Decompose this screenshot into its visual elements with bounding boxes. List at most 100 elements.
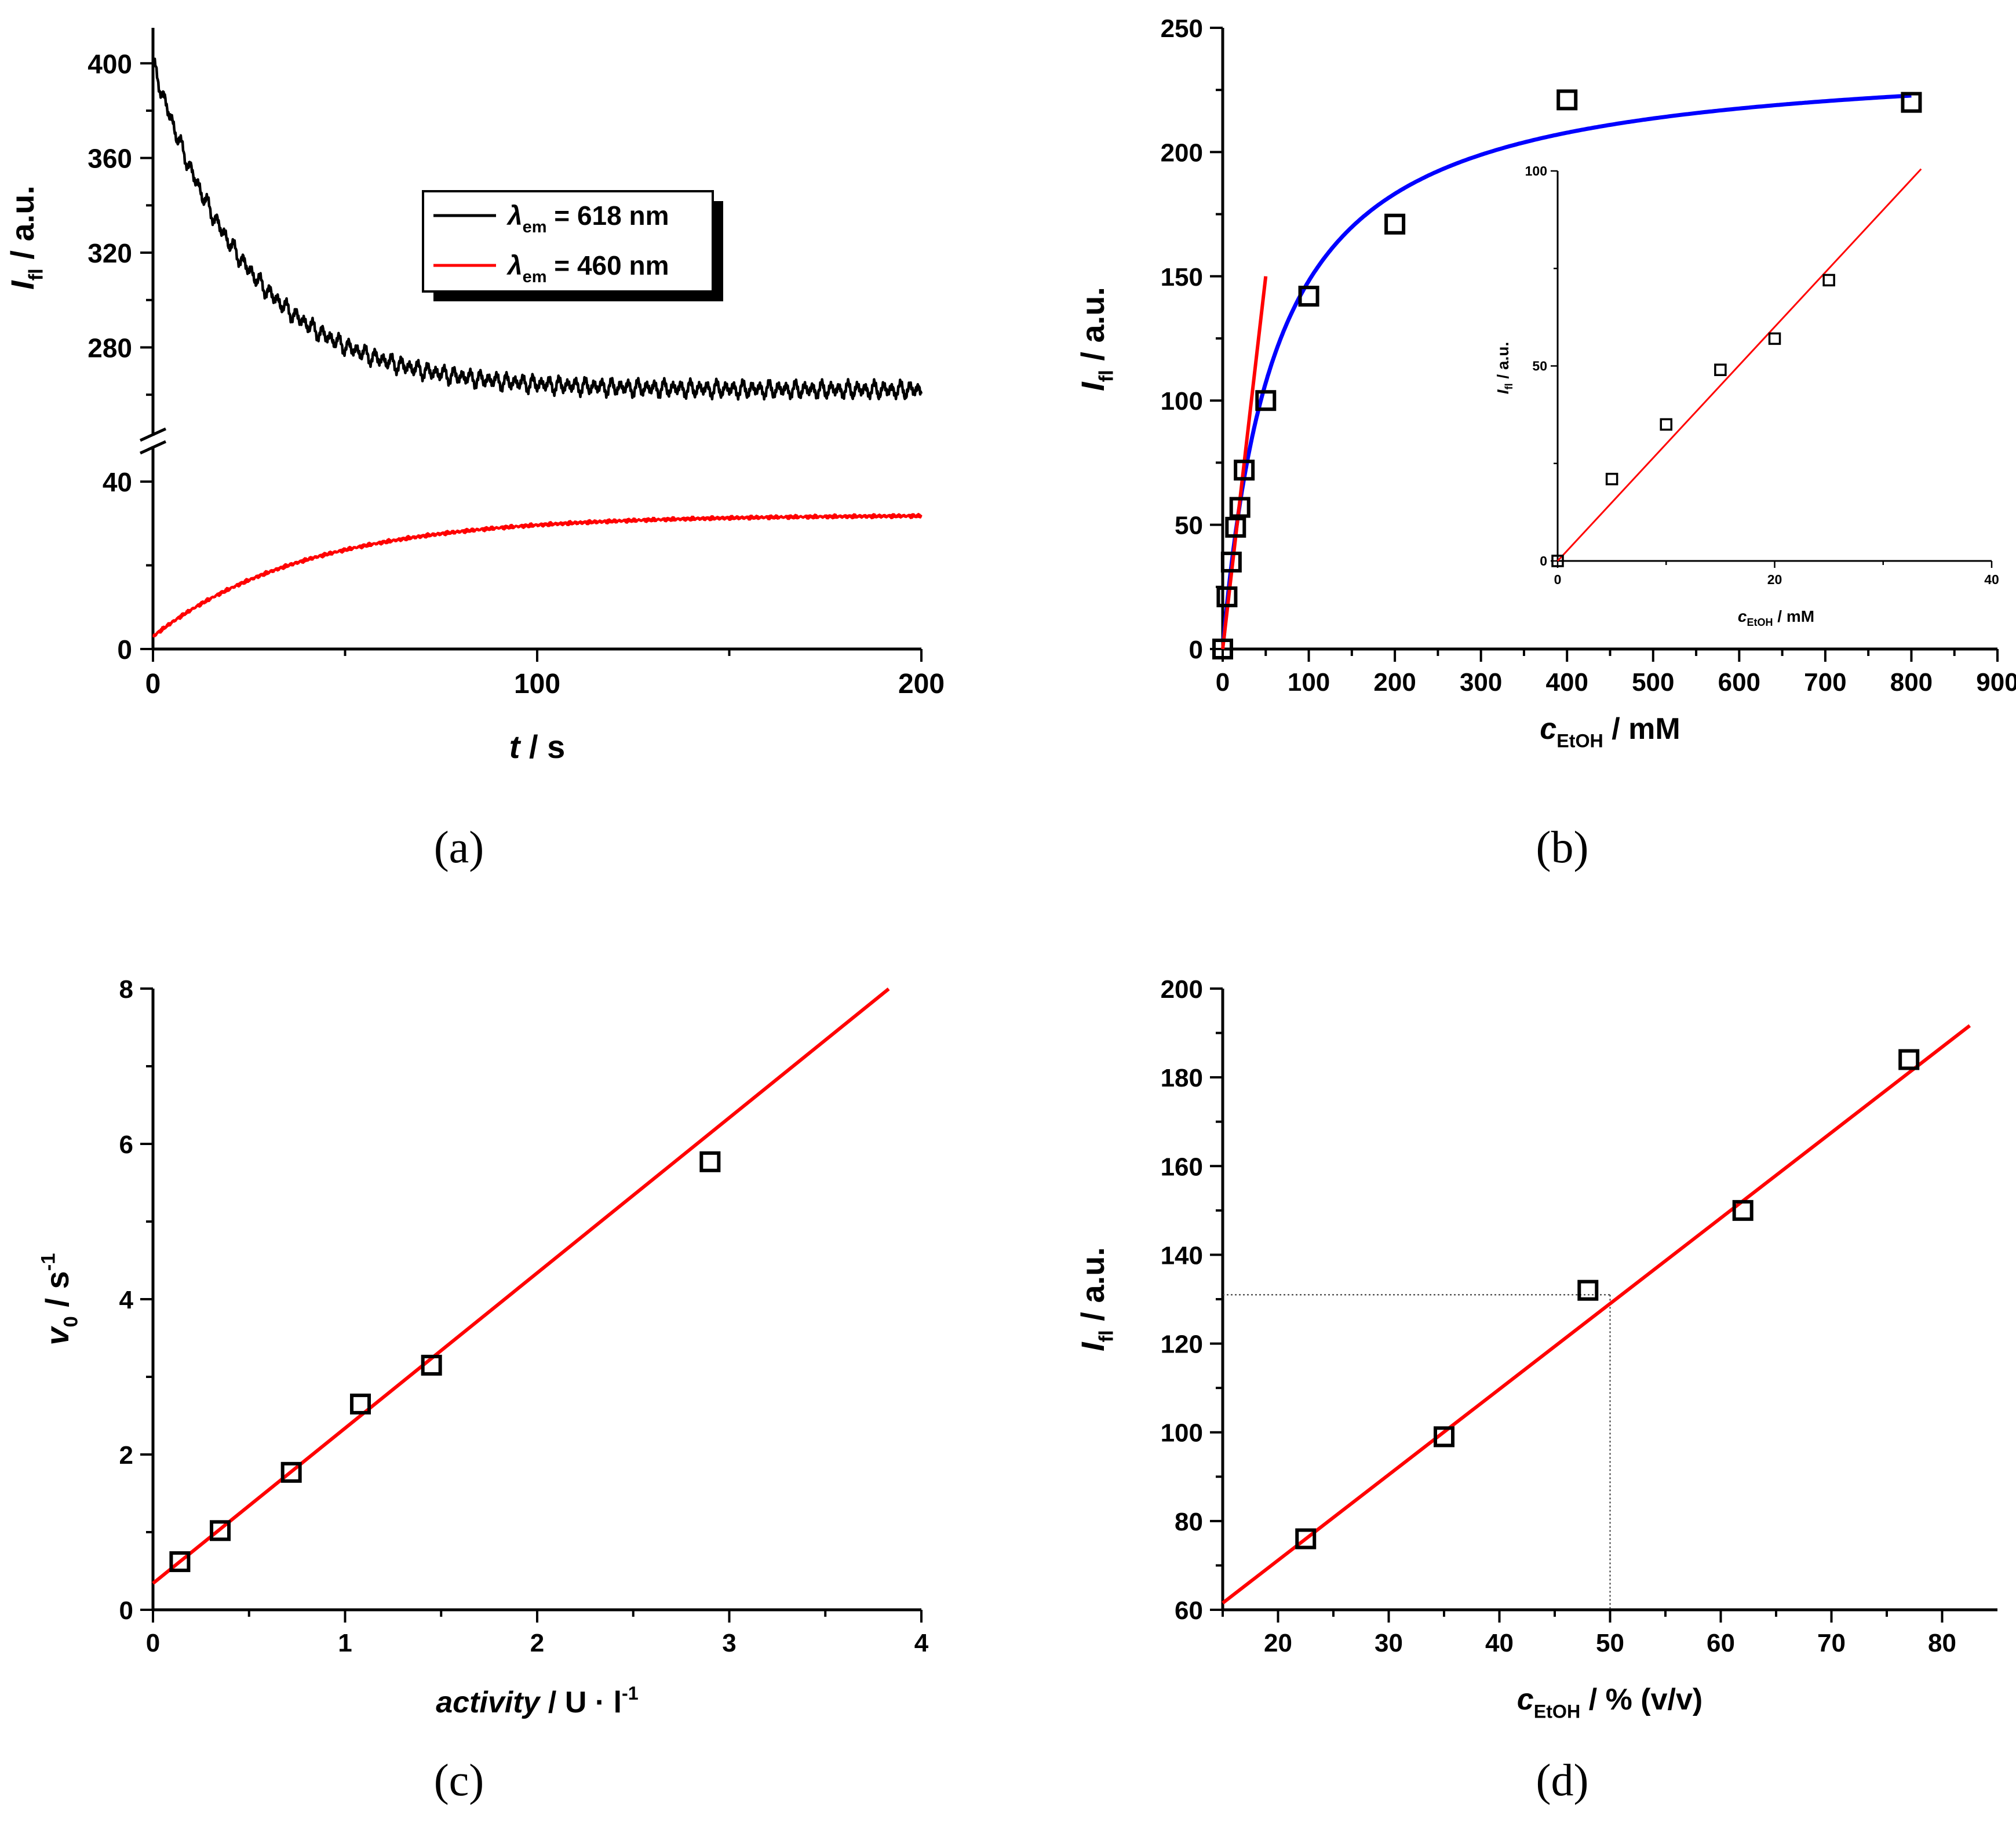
data-point <box>699 1151 721 1172</box>
inset-data-point <box>1551 555 1564 567</box>
x-tick-label: 500 <box>1632 668 1674 697</box>
x-tick-label: 0 <box>1216 668 1230 697</box>
inset-chart: 0 50 100 0 20 40 cEtOH / mM Ifl / a.u. <box>1494 163 1999 628</box>
data-points <box>169 1151 721 1572</box>
inset-data-point <box>1714 363 1727 376</box>
x-axis-title: t / s <box>509 728 565 765</box>
x-tick-label: 300 <box>1460 668 1502 697</box>
x-tick-label: 1 <box>338 1629 352 1657</box>
y-tick-label: 2 <box>119 1441 133 1470</box>
y-axis-title: Ifl / a.u. <box>1074 1247 1118 1351</box>
x-tick-label: 50 <box>1596 1629 1624 1657</box>
y-tick-label: 0 <box>117 635 132 665</box>
x-tick-label: 200 <box>898 669 945 699</box>
data-point <box>1216 586 1238 607</box>
data-point <box>421 1354 442 1376</box>
data-point <box>1898 1049 1920 1070</box>
y-tick-label: 160 <box>1161 1153 1203 1181</box>
inset-y-tick-label: 50 <box>1532 359 1547 374</box>
x-axis-title: activity / U · l-1 <box>436 1683 639 1719</box>
data-points <box>1212 89 1922 659</box>
x-tick-label: 0 <box>146 1629 160 1657</box>
linear-fit-line <box>152 987 890 1585</box>
data-point <box>1556 89 1578 111</box>
legend-label: λem = 460 nm <box>506 250 669 286</box>
y-tick-label: 250 <box>1161 14 1203 43</box>
inset-x-tick-label: 40 <box>1984 572 1999 587</box>
y-axis-title: Ifl / a.u. <box>4 185 48 290</box>
x-tick-label: 400 <box>1546 668 1588 697</box>
inset-y-axis-title: Ifl / a.u. <box>1494 342 1515 394</box>
series-line-460nm <box>152 513 923 637</box>
x-tick-label: 900 <box>1976 668 2016 697</box>
y-axis-title: v0 / s-1 <box>37 1253 82 1345</box>
y-tick-label: 150 <box>1161 263 1203 291</box>
x-tick-label: 80 <box>1928 1629 1956 1657</box>
inset-data-point <box>1660 418 1672 431</box>
data-point <box>350 1393 371 1415</box>
data-point <box>210 1520 231 1541</box>
y-tick-label: 4 <box>119 1286 134 1314</box>
data-point <box>1212 639 1233 659</box>
data-point <box>1577 1279 1599 1301</box>
x-axis-title: cEtOH / % (v/v) <box>1517 1683 1703 1722</box>
data-point <box>1255 390 1277 411</box>
y-tick-label: 320 <box>88 238 132 268</box>
linear-fit-line <box>1222 1024 1971 1605</box>
axis-break-mark <box>139 427 167 442</box>
data-point <box>1298 286 1319 307</box>
x-tick-label: 3 <box>722 1629 736 1657</box>
axes: 60 80 100 120 140 160 180 200 20 30 40 50 60 70 80 <box>1161 975 1997 1657</box>
y-tick-label: 8 <box>119 975 133 1004</box>
x-tick-label: 100 <box>514 669 560 699</box>
y-tick-label: 200 <box>1161 975 1203 1004</box>
y-axis-title: Ifl / a.u. <box>1074 287 1118 391</box>
inset-x-tick-label: 0 <box>1554 572 1562 587</box>
data-point <box>1901 92 1922 113</box>
inset-data-point <box>1768 332 1781 345</box>
inset-x-axis-title: cEtOH / mM <box>1738 607 1814 628</box>
chart-panel-c: 0 2 4 6 8 0 1 2 3 4 activity / U · l-1 v0 / s-1 (c) <box>37 975 928 1805</box>
x-tick-label: 800 <box>1890 668 1933 697</box>
data-point <box>1220 551 1242 573</box>
x-tick-label: 20 <box>1264 1629 1292 1657</box>
inset-x-tick-label: 20 <box>1767 572 1782 587</box>
legend-label: λem = 618 nm <box>506 201 669 236</box>
x-tick-label: 200 <box>1373 668 1416 697</box>
x-tick-label: 700 <box>1804 668 1846 697</box>
inset-data-point <box>1605 472 1618 486</box>
inset-y-tick-label: 0 <box>1540 553 1547 568</box>
y-tick-label: 120 <box>1161 1330 1203 1359</box>
axes: 0 2 4 6 8 0 1 2 3 4 <box>119 975 929 1657</box>
x-tick-label: 100 <box>1288 668 1330 697</box>
y-tick-label: 100 <box>1161 387 1203 415</box>
x-tick-label: 2 <box>530 1629 544 1657</box>
y-tick-label: 100 <box>1161 1419 1203 1448</box>
fit-curve-michaelis-menten <box>1222 93 1912 641</box>
legend: λem = 618 nm λem = 460 nm <box>422 190 723 301</box>
inset-data-points <box>1551 274 1835 567</box>
chart-panel-d: 60 80 100 120 140 160 180 200 20 30 40 50 60 70 80 cEtO… <box>1074 975 1997 1805</box>
x-tick-label: 4 <box>914 1629 929 1657</box>
data-point <box>1384 213 1406 235</box>
panel-caption: (a) <box>434 822 484 872</box>
x-tick-label: 70 <box>1817 1629 1846 1657</box>
x-tick-label: 30 <box>1375 1629 1403 1657</box>
y-tick-label: 360 <box>88 144 132 174</box>
y-tick-label: 280 <box>88 333 132 363</box>
y-tick-label: 60 <box>1175 1596 1203 1625</box>
data-point <box>1229 497 1251 518</box>
data-point <box>1732 1200 1753 1221</box>
data-point <box>280 1461 302 1483</box>
y-tick-label: 80 <box>1175 1508 1203 1536</box>
panel-caption: (b) <box>1536 822 1589 872</box>
panel-caption: (d) <box>1536 1755 1589 1805</box>
series-line-618nm <box>151 57 923 401</box>
y-tick-label: 0 <box>1189 636 1203 664</box>
y-tick-label: 40 <box>103 467 132 497</box>
